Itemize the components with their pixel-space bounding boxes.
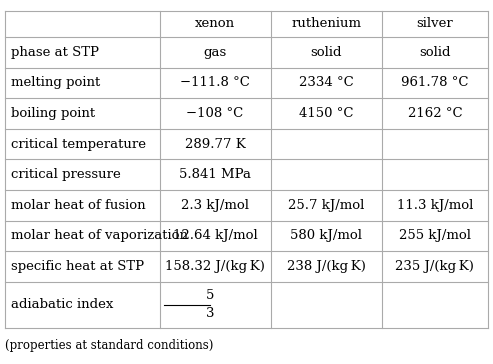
Text: xenon: xenon bbox=[195, 17, 235, 31]
Text: 961.78 °C: 961.78 °C bbox=[401, 76, 469, 89]
Text: 289.77 K: 289.77 K bbox=[185, 138, 246, 151]
Text: phase at STP: phase at STP bbox=[11, 46, 99, 59]
Text: 3: 3 bbox=[206, 307, 214, 320]
Text: −108 °C: −108 °C bbox=[186, 107, 244, 120]
Text: solid: solid bbox=[311, 46, 342, 59]
Text: 2.3 kJ/mol: 2.3 kJ/mol bbox=[181, 199, 249, 212]
Text: 255 kJ/mol: 255 kJ/mol bbox=[399, 229, 471, 242]
Text: 580 kJ/mol: 580 kJ/mol bbox=[290, 229, 362, 242]
Text: 12.64 kJ/mol: 12.64 kJ/mol bbox=[173, 229, 257, 242]
Text: boiling point: boiling point bbox=[11, 107, 95, 120]
Text: 5.841 MPa: 5.841 MPa bbox=[179, 168, 251, 181]
Text: critical temperature: critical temperature bbox=[11, 138, 146, 151]
Text: 11.3 kJ/mol: 11.3 kJ/mol bbox=[397, 199, 473, 212]
Text: 2334 °C: 2334 °C bbox=[299, 76, 353, 89]
Text: specific heat at STP: specific heat at STP bbox=[11, 260, 144, 273]
Text: solid: solid bbox=[419, 46, 451, 59]
Text: (properties at standard conditions): (properties at standard conditions) bbox=[5, 339, 213, 352]
Text: molar heat of fusion: molar heat of fusion bbox=[11, 199, 145, 212]
Text: melting point: melting point bbox=[11, 76, 100, 89]
Text: silver: silver bbox=[417, 17, 453, 31]
Text: 2162 °C: 2162 °C bbox=[408, 107, 462, 120]
Text: 4150 °C: 4150 °C bbox=[299, 107, 353, 120]
Text: 235 J/(kg K): 235 J/(kg K) bbox=[395, 260, 474, 273]
Text: adiabatic index: adiabatic index bbox=[11, 298, 113, 311]
Text: −111.8 °C: −111.8 °C bbox=[180, 76, 250, 89]
Text: 158.32 J/(kg K): 158.32 J/(kg K) bbox=[165, 260, 265, 273]
Text: 238 J/(kg K): 238 J/(kg K) bbox=[287, 260, 366, 273]
Text: molar heat of vaporization: molar heat of vaporization bbox=[11, 229, 188, 242]
Text: 5: 5 bbox=[206, 289, 214, 302]
Text: ruthenium: ruthenium bbox=[291, 17, 361, 31]
Text: gas: gas bbox=[204, 46, 227, 59]
Text: 25.7 kJ/mol: 25.7 kJ/mol bbox=[288, 199, 364, 212]
Text: critical pressure: critical pressure bbox=[11, 168, 121, 181]
